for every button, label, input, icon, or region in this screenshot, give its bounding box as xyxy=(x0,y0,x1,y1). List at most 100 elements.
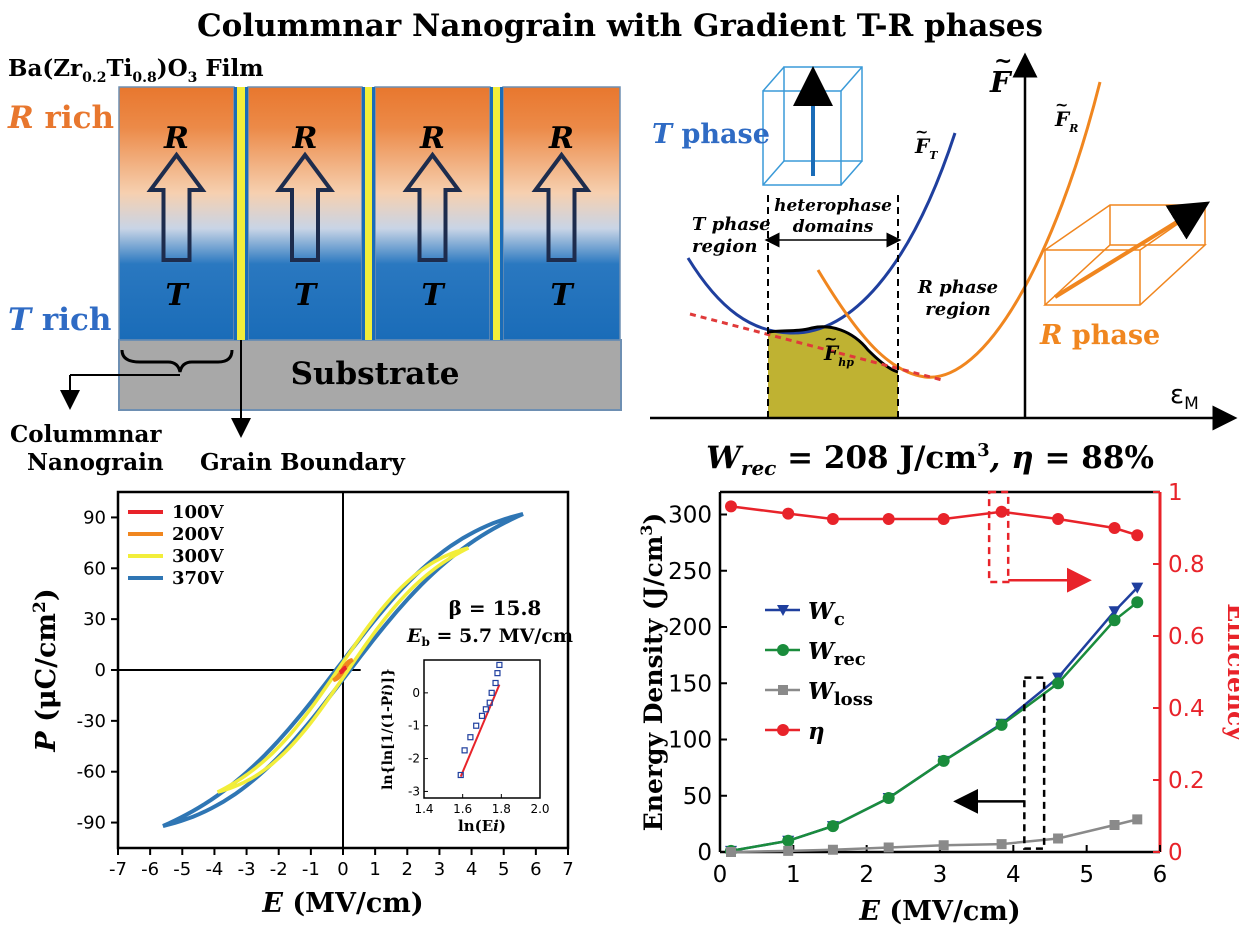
grain-boundary xyxy=(493,87,500,340)
substrate-label: Substrate xyxy=(291,356,460,392)
grain-boundary xyxy=(237,87,245,340)
inset-y-tick-label: -3 xyxy=(408,784,420,798)
x-tick-label: -1 xyxy=(302,859,320,880)
inset-point xyxy=(478,712,486,719)
x-tick-label: 4 xyxy=(1006,862,1021,888)
r-phase-polarization-arrow xyxy=(1053,201,1211,299)
legend-label: 200V xyxy=(172,524,225,545)
legend-label: Wrec xyxy=(808,638,866,670)
y-right-tick-label: 0.8 xyxy=(1168,552,1205,578)
x-tick-label: 4 xyxy=(466,859,477,880)
x-tick-label: 3 xyxy=(933,862,948,888)
y-tick-label: 100 xyxy=(668,728,712,754)
x-tick-label: 2 xyxy=(859,862,874,888)
x-tick-label: -7 xyxy=(109,859,127,880)
legend-label: 100V xyxy=(172,502,225,523)
f-axis-tilde: ~ xyxy=(994,48,1012,74)
grain-top-label: R xyxy=(548,121,574,156)
grain-column xyxy=(374,86,491,341)
summary-line: Wrec = 208 J/cm3, η = 88% xyxy=(706,440,1154,480)
point-loss xyxy=(996,839,1007,850)
x-tick-label: 2 xyxy=(402,859,413,880)
x-tick-label: 1 xyxy=(786,862,801,888)
t-region-label-2: region xyxy=(692,236,757,257)
legend-label: Wc xyxy=(808,598,845,630)
grain-top-label: R xyxy=(419,121,445,156)
inset-y-tick-label: 0 xyxy=(412,686,420,700)
y-tick-label: 60 xyxy=(83,558,106,579)
inset-y-tick-label: -2 xyxy=(408,752,420,766)
legend-label: 370V xyxy=(172,568,225,589)
point-eta xyxy=(1131,529,1144,542)
r-phase-label: R phase xyxy=(1039,320,1160,351)
point-rec xyxy=(995,718,1008,731)
x-tick-label: 5 xyxy=(498,859,509,880)
t-rich-label: T rich xyxy=(8,302,111,338)
ft-tilde: ~ xyxy=(915,122,928,141)
y-tick-label: 0 xyxy=(95,660,106,681)
point-loss xyxy=(778,685,788,695)
y-tick-label: 30 xyxy=(83,609,106,630)
y-axis-label: Energy Density (J/cm3) xyxy=(637,513,668,832)
weibull-inset: 1.4 1.6 1.8 2.0 -3 -2 -1 0 ln(Ei) ln{ln[1/(1-Pi)]… xyxy=(380,659,550,835)
nanograin-brace xyxy=(120,349,234,373)
t-phase-curve xyxy=(686,132,957,335)
grain-boundary-label: Grain Boundary xyxy=(200,449,405,476)
point-eta xyxy=(937,513,950,525)
r-region-label-2: region xyxy=(925,299,990,320)
fr-tilde: ~ xyxy=(1055,95,1068,114)
y-right-tick-label: 1 xyxy=(1168,480,1183,506)
point-c xyxy=(1131,582,1144,594)
x-tick-label: -3 xyxy=(238,859,256,880)
point-loss xyxy=(726,847,736,857)
polarization-arrow xyxy=(275,151,335,262)
y-axis-label: P (μC/cm2) xyxy=(30,588,62,752)
grain-top-label: R xyxy=(292,121,318,156)
point-rec xyxy=(1052,677,1065,690)
y-tick-label: 200 xyxy=(668,615,712,641)
eta-highlight-box xyxy=(987,490,1010,584)
grain-bottom-label: T xyxy=(294,278,319,313)
hetero-label-2: domains xyxy=(793,217,874,237)
inset-x-tick-label: 1.6 xyxy=(453,802,472,816)
inset-point xyxy=(461,747,468,754)
inset-point xyxy=(488,689,495,696)
polarization-arrow xyxy=(402,151,463,262)
loop-100V xyxy=(338,665,348,675)
t-phase-label: T phase xyxy=(652,119,770,150)
r-region-label-1: R phase xyxy=(917,277,998,298)
inset-point xyxy=(467,734,474,741)
point-rec xyxy=(1108,614,1121,627)
legend-label: η xyxy=(808,718,825,745)
point-rec xyxy=(777,644,789,656)
x-tick-label: -5 xyxy=(173,859,191,880)
y-tick-label: 50 xyxy=(683,784,712,810)
grain-column xyxy=(247,86,363,341)
loop-300V xyxy=(216,546,470,794)
inset-point xyxy=(494,670,501,677)
series-line-c xyxy=(730,586,1139,853)
point-c xyxy=(1108,606,1121,618)
point-rec xyxy=(826,820,839,833)
series-line-rec xyxy=(730,601,1139,853)
inset-y-tick-label: -1 xyxy=(408,719,420,733)
pe-loop-chart: -7 -6 -5 -4 -3 -2 -1 0 1 2 3 4 5 6 7-90-60-300306090E … xyxy=(30,490,574,919)
y-tick-label: -90 xyxy=(77,813,106,834)
fhp-tilde: ~ xyxy=(824,329,837,348)
inset-x-tick-label: 1.4 xyxy=(414,802,433,816)
point-eta xyxy=(1052,513,1065,525)
f-axis-label: F xyxy=(989,65,1013,99)
grain-bottom-label: T xyxy=(421,278,446,313)
point-loss xyxy=(827,844,838,855)
x-tick-label: 6 xyxy=(530,859,541,880)
r-phase-curve xyxy=(816,81,1102,379)
point-loss xyxy=(1053,833,1064,844)
point-c xyxy=(777,605,789,616)
inset-x-tick-label: 2.0 xyxy=(530,802,549,816)
y-tick-label: 150 xyxy=(668,671,712,697)
y-right-tick-label: 0 xyxy=(1168,840,1183,866)
annotation-beta: β = 15.8 xyxy=(449,596,542,620)
substrate xyxy=(118,339,622,411)
point-eta xyxy=(782,507,795,520)
